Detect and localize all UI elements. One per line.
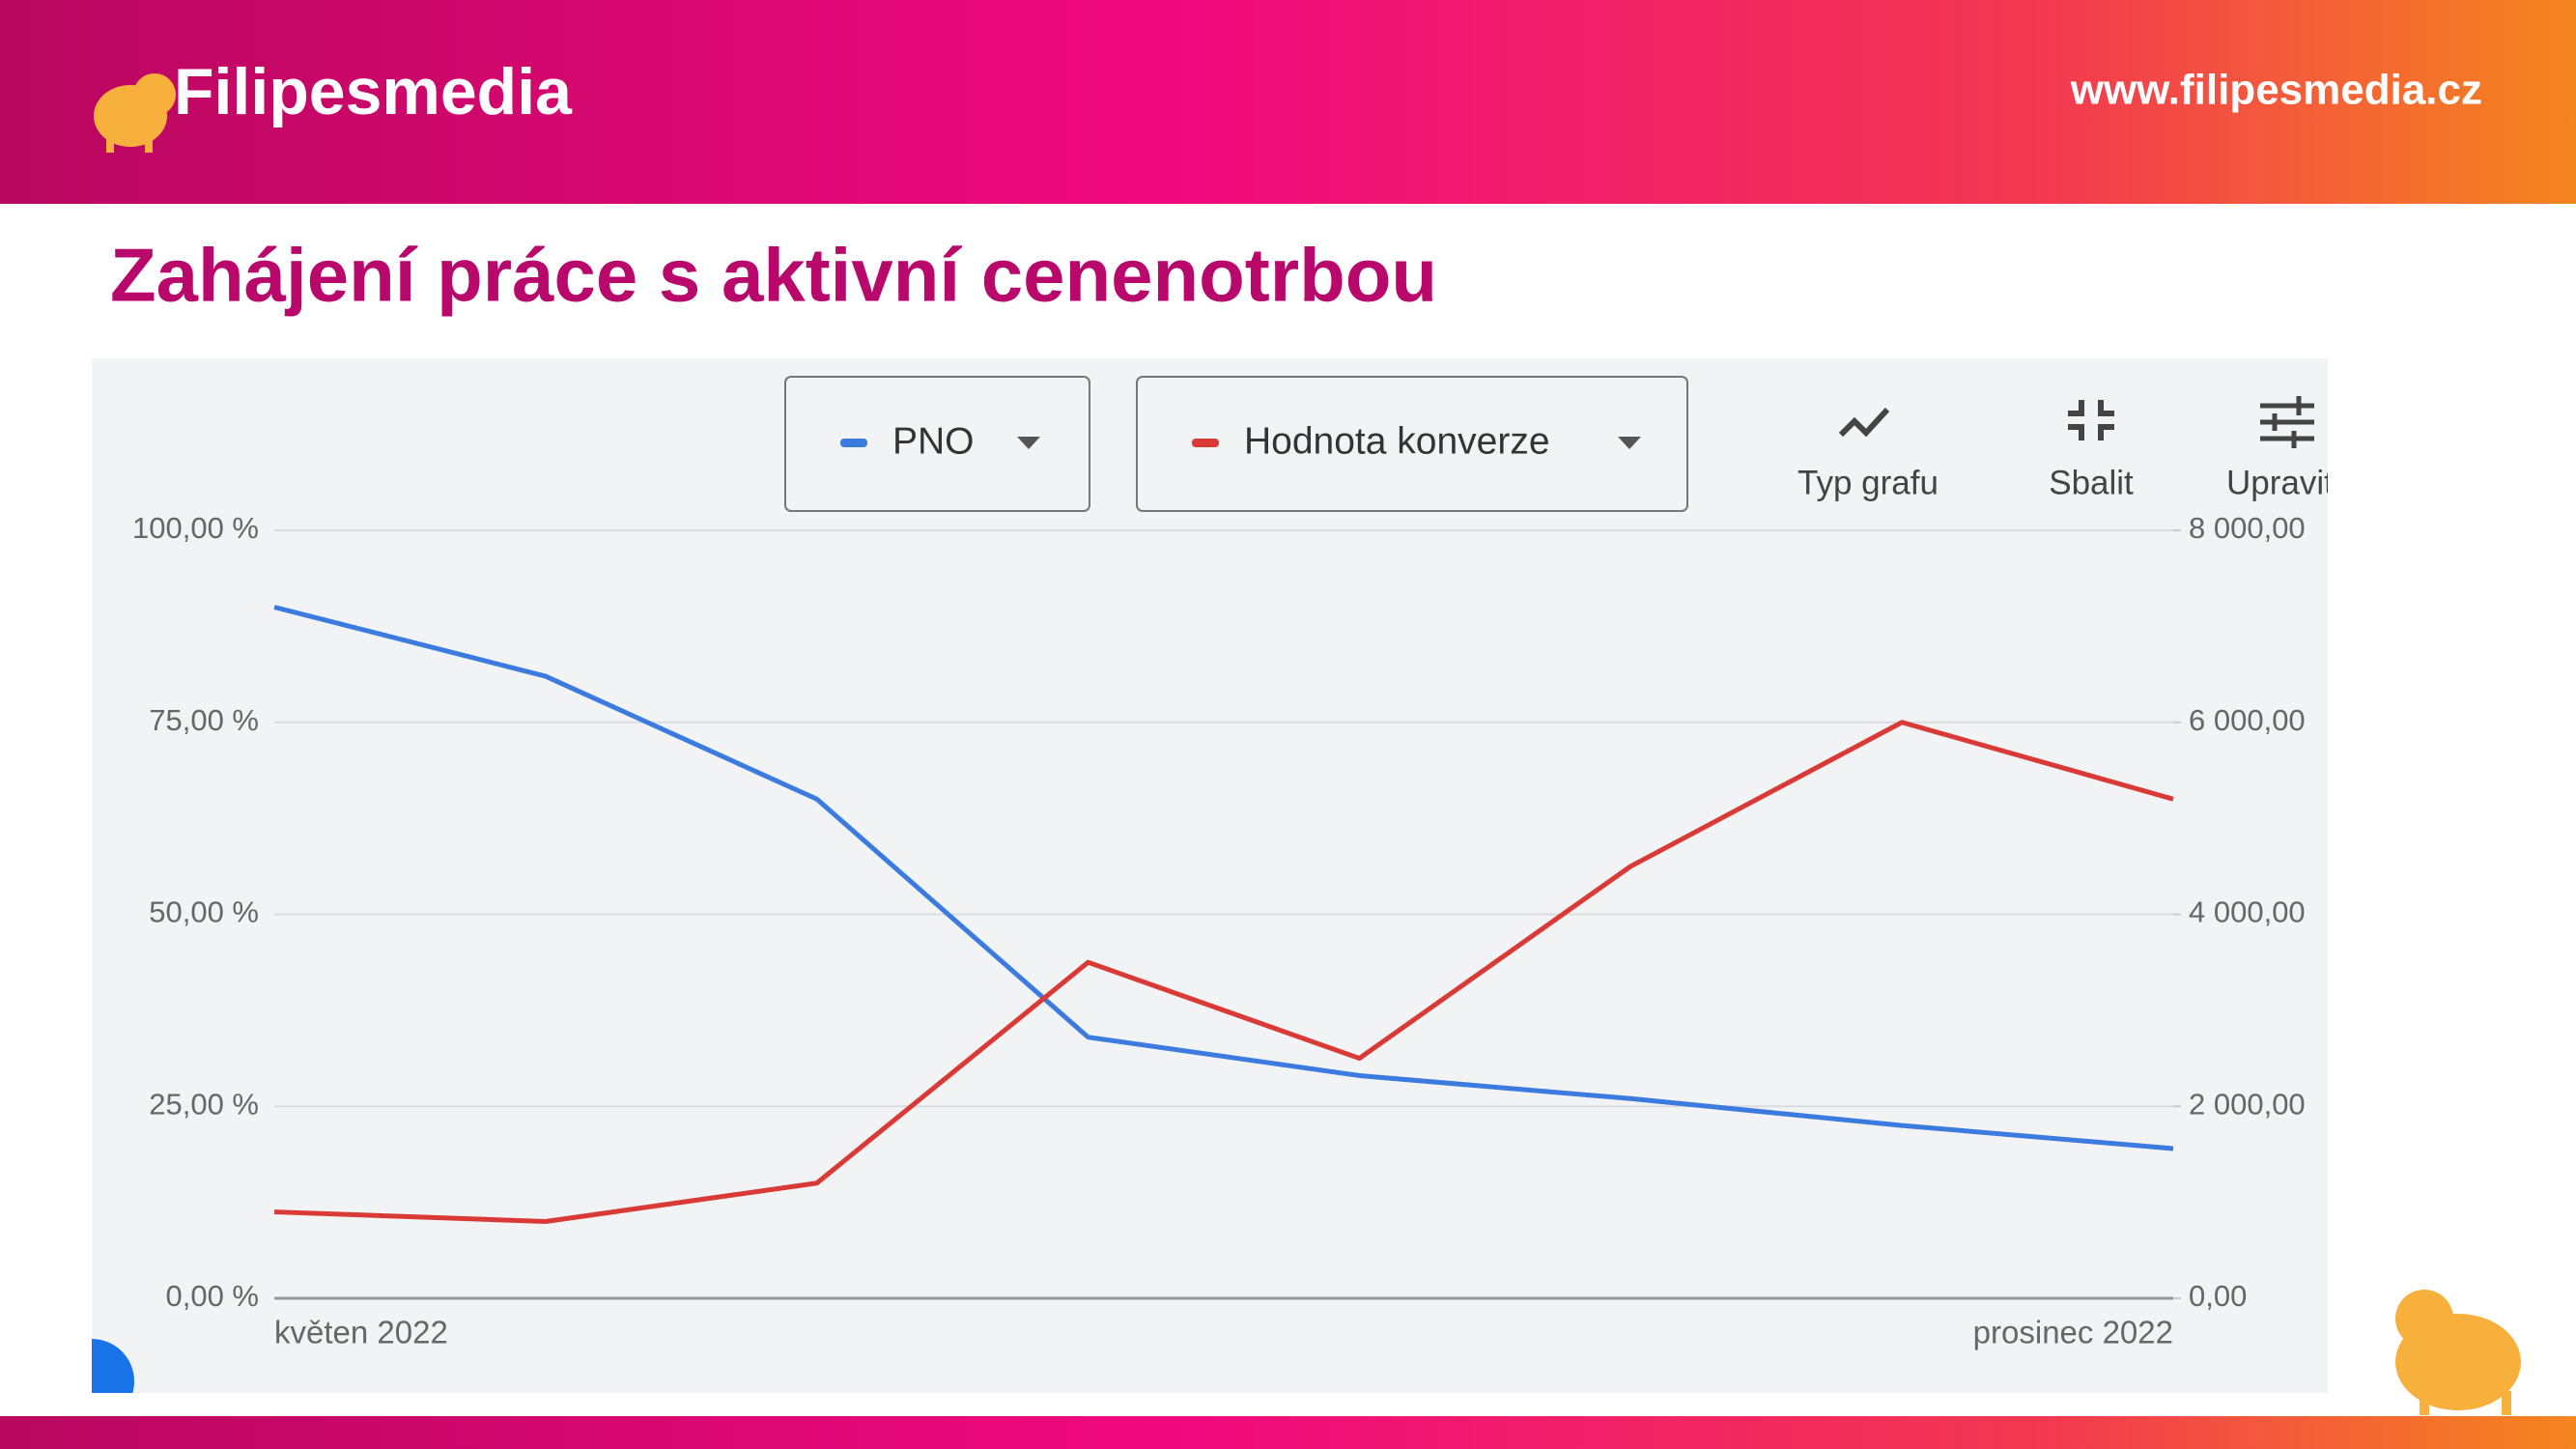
x-tick-label: prosinec 2022: [1973, 1315, 2173, 1350]
corner-dog: [2395, 1290, 2521, 1415]
y-tick-label: 0,00 %: [165, 1279, 259, 1313]
fab[interactable]: [49, 1339, 134, 1424]
y-tick-label: 100,00 %: [132, 511, 259, 545]
brand: Filipesmedia: [174, 55, 573, 128]
legend-dropdown[interactable]: [784, 376, 1090, 512]
dropdown-arrow: [1017, 437, 1040, 449]
footer-bar: [0, 1416, 2576, 1449]
toolbar-label: Typ grafu: [1798, 464, 1939, 501]
y2-tick-label: 0,00: [2189, 1279, 2247, 1313]
legend-label: Hodnota konverze: [1244, 420, 1550, 462]
toolbar-label: Sbalit: [2049, 464, 2134, 501]
logo-dog: [94, 73, 176, 153]
series-line: [273, 720, 2174, 1224]
chart-panel: [92, 358, 2328, 1393]
slide-title: Zahájení práce s aktivní cenenotrbou: [110, 233, 1437, 318]
chart-type-icon[interactable]: [1838, 407, 1890, 438]
legend-dropdown[interactable]: [1136, 376, 1688, 512]
x-tick-label: květen 2022: [274, 1315, 448, 1350]
dropdown-arrow: [1618, 437, 1641, 449]
y2-tick-label: 8 000,00: [2189, 511, 2306, 545]
collapse-icon[interactable]: [2068, 400, 2114, 440]
y2-tick-label: 4 000,00: [2189, 895, 2306, 929]
y2-tick-label: 2 000,00: [2189, 1087, 2306, 1121]
legend-swatch: [1192, 439, 1219, 447]
series-line: [273, 605, 2174, 1151]
edit-icon[interactable]: [2260, 396, 2314, 448]
toolbar-label: Upravit: [2226, 464, 2334, 501]
y2-tick-label: 6 000,00: [2189, 703, 2306, 737]
legend-swatch: [840, 439, 867, 447]
legend-label: PNO: [892, 420, 975, 462]
header-bar: [0, 0, 2576, 204]
url: www.filipesmedia.cz: [2070, 67, 2482, 114]
y-tick-label: 50,00 %: [149, 895, 259, 929]
y-tick-label: 75,00 %: [149, 703, 259, 737]
y-tick-label: 25,00 %: [149, 1087, 259, 1121]
